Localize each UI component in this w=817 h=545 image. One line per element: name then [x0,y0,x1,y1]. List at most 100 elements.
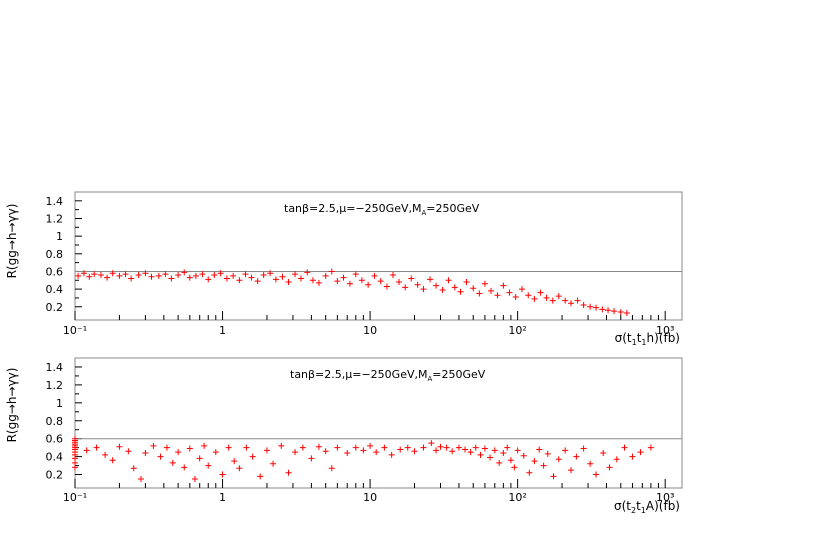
data-point [254,278,261,285]
data-point [270,460,277,467]
data-point [568,300,575,307]
data-point [205,462,212,469]
data-point [217,270,224,277]
top-annotation: tanβ=2.5,μ=−250GeV,MA=250GeV [284,202,480,217]
data-point [157,453,164,460]
data-point [593,471,600,478]
data-point [605,307,612,314]
data-point [352,444,359,451]
data-point [491,447,498,454]
data-point [86,273,93,280]
data-point [414,281,421,288]
data-point [496,459,503,466]
data-point [613,456,620,463]
data-point [322,448,329,455]
data-point [488,287,495,294]
data-point [395,279,402,286]
data-point [322,272,329,279]
data-point [381,444,388,451]
data-point [299,444,306,451]
data-point [137,476,144,483]
top-y-ticks: 0.2 0.4 0.6 0.8 1 1.2 1.4 [46,195,82,314]
y-tick-label: 1.2 [46,379,64,392]
data-point [587,303,594,310]
data-point [617,309,624,316]
data-point [249,453,256,460]
data-point [109,270,116,277]
data-point [531,295,538,302]
data-point [279,273,286,280]
data-point [248,274,255,281]
y-tick-label: 0.6 [46,433,64,446]
data-point [568,467,575,474]
data-point [462,446,469,453]
data-point [315,279,322,286]
data-point [367,442,374,449]
data-point [449,448,456,455]
data-point [487,454,494,461]
data-point [142,270,149,277]
data-point [181,269,188,276]
data-point [467,449,474,456]
data-point [242,271,249,278]
data-point [476,290,483,297]
data-point [155,272,162,279]
data-point [629,453,636,460]
data-point [611,308,618,315]
data-point [309,277,316,284]
data-point [428,440,435,447]
data-point [373,449,380,456]
data-point [97,271,104,278]
data-point [477,451,484,458]
data-point [397,446,404,453]
data-point [512,294,519,301]
data-point [328,465,335,472]
data-point [142,450,149,457]
y-tick-label: 0.6 [46,265,64,278]
data-point [225,444,232,451]
data-point [562,447,569,454]
data-point [212,449,219,456]
data-point [647,444,654,451]
data-point [573,453,580,460]
data-point [514,447,521,454]
data-point [231,458,238,465]
data-point [536,446,543,453]
data-point [297,275,304,282]
data-point [163,444,170,451]
top-panel: tanβ=2.5,μ=−250GeV,MA=250GeV R(gg→h→γγ) … [5,191,683,347]
data-point [463,279,470,286]
y-tick-label: 1.4 [46,195,64,208]
data-point [128,275,135,282]
data-point [390,271,397,278]
data-point [600,450,607,457]
data-point [518,286,525,293]
data-point [292,449,299,456]
data-point [243,444,250,451]
data-point [334,278,341,285]
data-point [72,464,78,471]
data-point [263,447,270,454]
data-point [186,445,193,452]
data-point [544,450,551,457]
data-point [481,280,488,287]
data-point [411,448,418,455]
data-point [437,443,444,450]
y-tick-label: 1 [56,230,63,243]
data-point [150,442,157,449]
data-point [500,450,507,457]
data-point [93,444,100,451]
data-point [555,456,562,463]
data-point [162,271,169,278]
y-tick-label: 0.8 [46,415,64,428]
bottom-y-axis-label: R(gg→h→γγ) [5,368,19,443]
data-point [593,304,600,311]
data-point [574,297,581,304]
data-point [148,273,155,280]
data-point [116,443,123,450]
bottom-y-ticks: 0.2 0.4 0.6 0.8 1 1.2 1.4 [46,361,82,482]
data-point [328,268,335,275]
top-data-points [75,268,630,316]
data-point [346,280,353,287]
data-point [526,469,533,476]
